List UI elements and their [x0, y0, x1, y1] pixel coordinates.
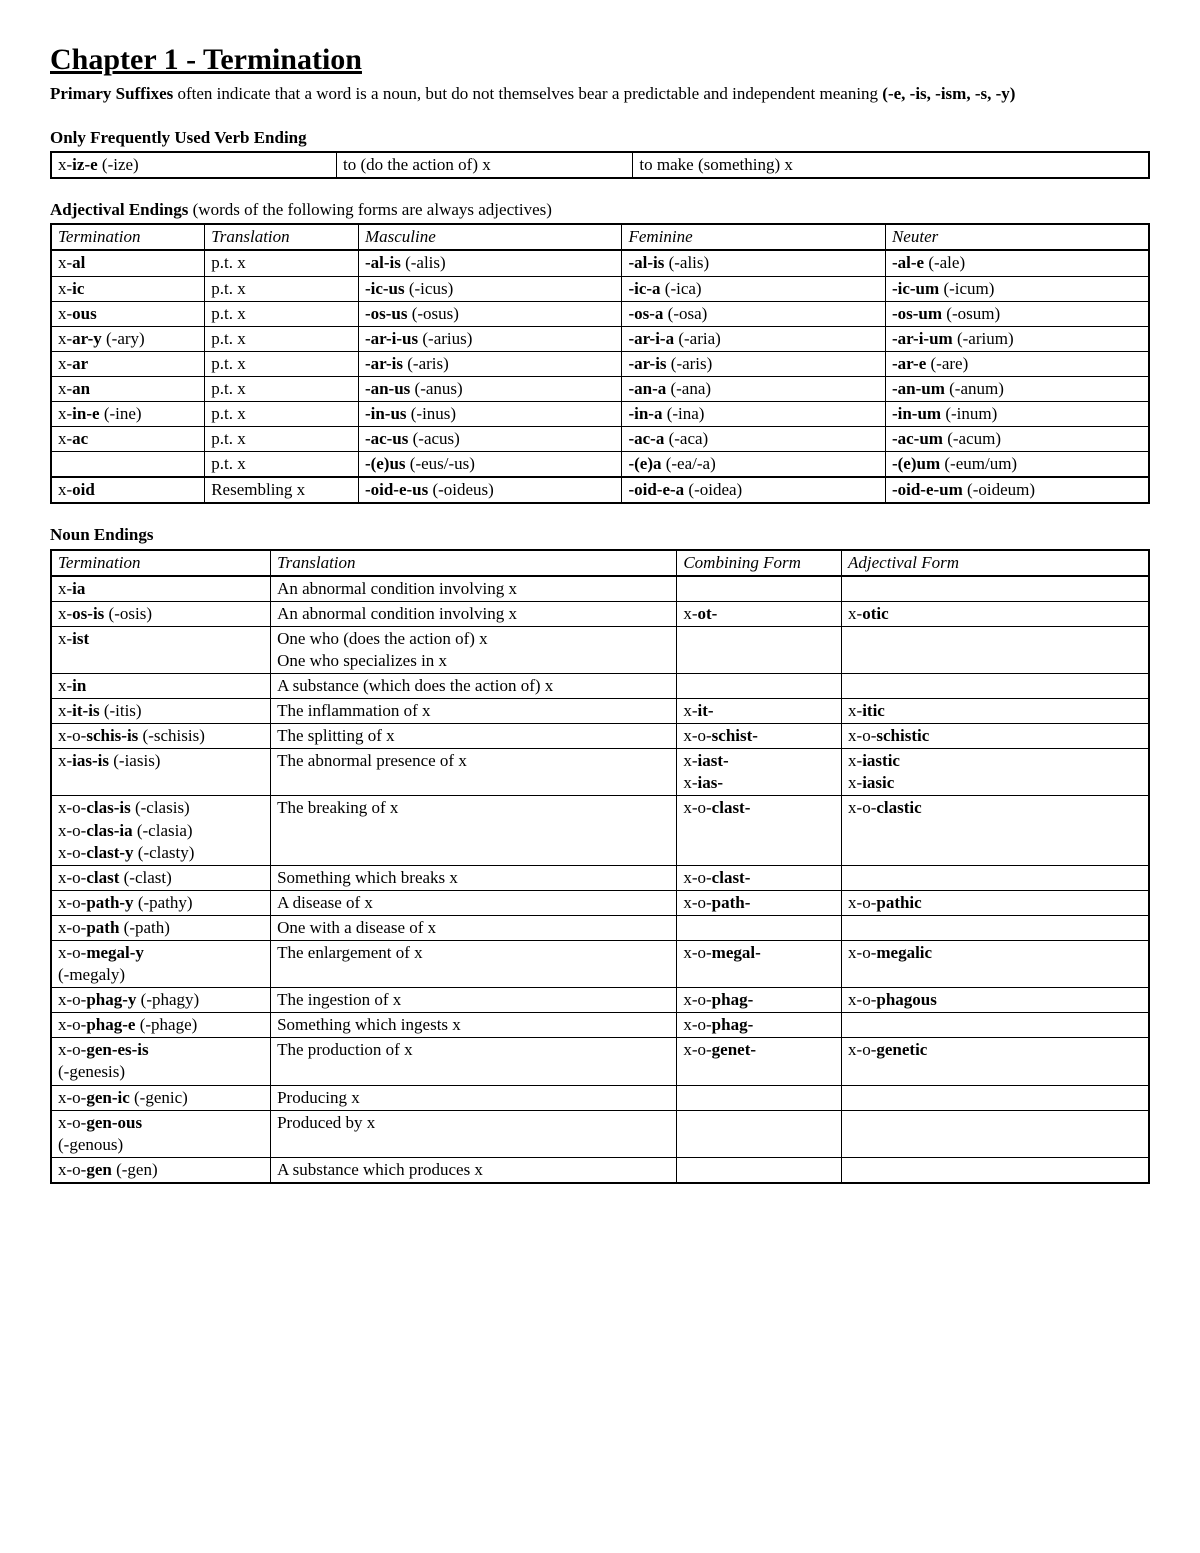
table-row: x-o-phag-e (-phage)Something which inges… [51, 1013, 1149, 1038]
table-row: x-icp.t. x-ic-us (-icus)-ic-a (-ica)-ic-… [51, 276, 1149, 301]
table-header-row: TerminationTranslationMasculineFeminineN… [51, 224, 1149, 250]
table-row: x-iaAn abnormal condition involving x [51, 576, 1149, 602]
adj-table: TerminationTranslationMasculineFeminineN… [50, 223, 1150, 504]
adj-note: (words of the following forms are always… [193, 200, 552, 219]
intro-paragraph: Primary Suffixes often indicate that a w… [50, 83, 1150, 105]
table-row: x-o-clast (-clast)Something which breaks… [51, 865, 1149, 890]
adj-heading: Adjectival Endings (words of the followi… [50, 199, 1150, 221]
table-row: x-ar-y (-ary)p.t. x-ar-i-us (-arius)-ar-… [51, 326, 1149, 351]
table-row: x-arp.t. x-ar-is (-aris)-ar-is (-aris)-a… [51, 351, 1149, 376]
table-row: x-o-gen-ic (-genic)Producing x [51, 1085, 1149, 1110]
verb-table: x-iz-e (-ize) to (do the action of) x to… [50, 151, 1150, 179]
intro-bold: Primary Suffixes [50, 84, 173, 103]
noun-table: TerminationTranslationCombining FormAdje… [50, 549, 1150, 1184]
table-row: x-o-path-y (-pathy)A disease of xx-o-pat… [51, 890, 1149, 915]
table-row: x-os-is (-osis)An abnormal condition inv… [51, 601, 1149, 626]
table-row: x-o-schis-is (-schisis)The splitting of … [51, 724, 1149, 749]
verb-heading: Only Frequently Used Verb Ending [50, 127, 1150, 149]
intro-text: often indicate that a word is a noun, bu… [173, 84, 882, 103]
table-row: x-o-gen-ous(-genous)Produced by x [51, 1110, 1149, 1157]
table-row: x-iz-e (-ize) to (do the action of) x to… [51, 152, 1149, 178]
table-row: x-o-phag-y (-phagy)The ingestion of xx-o… [51, 988, 1149, 1013]
table-row: x-oidResembling x-oid-e-us (-oideus)-oid… [51, 477, 1149, 503]
table-header-row: TerminationTranslationCombining FormAdje… [51, 550, 1149, 576]
table-row: x-o-path (-path)One with a disease of x [51, 915, 1149, 940]
table-row: x-o-megal-y(-megaly)The enlargement of x… [51, 941, 1149, 988]
table-row: x-istOne who (does the action of) xOne w… [51, 626, 1149, 673]
table-row: x-inA substance (which does the action o… [51, 673, 1149, 698]
table-row: x-o-gen (-gen)A substance which produces… [51, 1157, 1149, 1183]
table-row: x-it-is (-itis)The inflammation of xx-it… [51, 699, 1149, 724]
table-row: p.t. x-(e)us (-eus/-us)-(e)a (-ea/-a)-(e… [51, 452, 1149, 478]
table-row: x-ias-is (-iasis)The abnormal presence o… [51, 749, 1149, 796]
table-row: x-ousp.t. x-os-us (-osus)-os-a (-osa)-os… [51, 301, 1149, 326]
table-row: x-o-clas-is (-clasis)x-o-clas-ia (-clasi… [51, 796, 1149, 865]
table-row: x-acp.t. x-ac-us (-acus)-ac-a (-aca)-ac-… [51, 427, 1149, 452]
table-row: x-anp.t. x-an-us (-anus)-an-a (-ana)-an-… [51, 376, 1149, 401]
table-row: x-alp.t. x-al-is (-alis)-al-is (-alis)-a… [51, 250, 1149, 276]
noun-heading: Noun Endings [50, 524, 1150, 546]
table-row: x-o-gen-es-is(-genesis)The production of… [51, 1038, 1149, 1085]
page-title: Chapter 1 - Termination [50, 40, 1150, 79]
table-row: x-in-e (-ine)p.t. x-in-us (-inus)-in-a (… [51, 402, 1149, 427]
intro-suffixes: (-e, -is, -ism, -s, -y) [882, 84, 1015, 103]
